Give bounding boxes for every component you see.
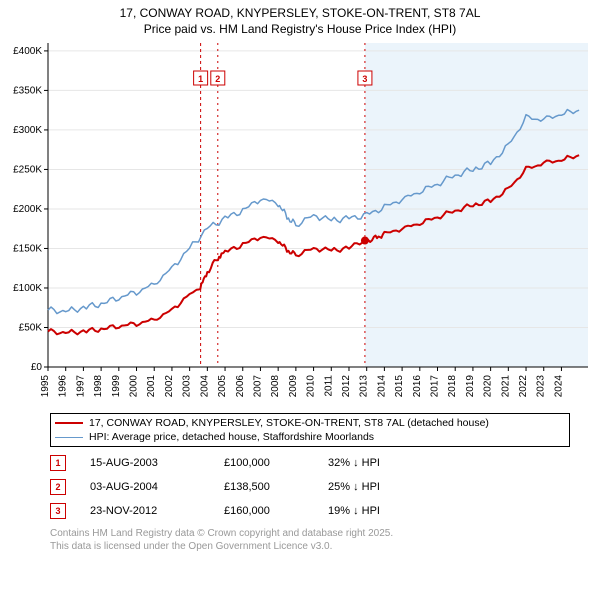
svg-text:1995: 1995 xyxy=(40,375,51,398)
svg-text:2020: 2020 xyxy=(483,375,494,398)
footer-line-2: This data is licensed under the Open Gov… xyxy=(50,540,570,553)
sale-marker: 1 xyxy=(50,455,66,471)
sale-price: £138,500 xyxy=(224,481,304,493)
sale-delta: 32% ↓ HPI xyxy=(328,457,418,469)
svg-text:2001: 2001 xyxy=(146,375,157,398)
legend-label: 17, CONWAY ROAD, KNYPERSLEY, STOKE-ON-TR… xyxy=(89,417,489,429)
svg-text:1998: 1998 xyxy=(93,375,104,398)
svg-text:2017: 2017 xyxy=(430,375,441,398)
svg-text:3: 3 xyxy=(362,74,367,84)
sale-marker: 2 xyxy=(50,479,66,495)
sale-price: £160,000 xyxy=(224,505,304,517)
svg-text:2013: 2013 xyxy=(359,375,370,398)
svg-text:2012: 2012 xyxy=(341,375,352,398)
svg-text:2: 2 xyxy=(215,74,220,84)
sale-row: 3 23-NOV-2012 £160,000 19% ↓ HPI xyxy=(50,499,570,523)
svg-text:2006: 2006 xyxy=(235,375,246,398)
svg-text:£350K: £350K xyxy=(13,86,42,97)
svg-text:2004: 2004 xyxy=(199,375,210,398)
sales-table: 1 15-AUG-2003 £100,000 32% ↓ HPI 2 03-AUG-200… xyxy=(50,451,570,523)
svg-text:£250K: £250K xyxy=(13,165,42,176)
svg-text:£200K: £200K xyxy=(13,204,42,215)
svg-text:1997: 1997 xyxy=(75,375,86,398)
svg-text:2009: 2009 xyxy=(288,375,299,398)
legend-swatch xyxy=(55,437,83,438)
svg-text:£300K: £300K xyxy=(13,125,42,136)
svg-text:2023: 2023 xyxy=(536,375,547,398)
chart-title: 17, CONWAY ROAD, KNYPERSLEY, STOKE-ON-TR… xyxy=(0,0,600,37)
svg-text:£100K: £100K xyxy=(13,283,42,294)
licence-note: Contains HM Land Registry data © Crown c… xyxy=(50,527,570,553)
svg-text:2002: 2002 xyxy=(164,375,175,398)
legend-row: HPI: Average price, detached house, Staf… xyxy=(55,430,565,444)
svg-text:£150K: £150K xyxy=(13,244,42,255)
legend-row: 17, CONWAY ROAD, KNYPERSLEY, STOKE-ON-TR… xyxy=(55,416,565,430)
sale-date: 23-NOV-2012 xyxy=(90,505,200,517)
svg-text:2003: 2003 xyxy=(182,375,193,398)
sale-row: 2 03-AUG-2004 £138,500 25% ↓ HPI xyxy=(50,475,570,499)
svg-text:2010: 2010 xyxy=(306,375,317,398)
svg-text:2014: 2014 xyxy=(376,375,387,398)
sale-delta: 25% ↓ HPI xyxy=(328,481,418,493)
svg-text:£0: £0 xyxy=(31,362,43,373)
svg-text:2015: 2015 xyxy=(394,375,405,398)
price-chart: £0 £50K £100K £150K £200K £250K £300K £350K £400… xyxy=(0,37,600,407)
svg-text:2024: 2024 xyxy=(553,375,564,398)
svg-text:2000: 2000 xyxy=(129,375,140,398)
title-line-2: Price paid vs. HM Land Registry's House … xyxy=(0,22,600,38)
sale-marker: 3 xyxy=(50,503,66,519)
svg-text:1: 1 xyxy=(198,74,203,84)
svg-text:1999: 1999 xyxy=(111,375,122,398)
svg-text:2016: 2016 xyxy=(412,375,423,398)
legend-swatch xyxy=(55,422,83,424)
svg-text:2008: 2008 xyxy=(270,375,281,398)
svg-text:2022: 2022 xyxy=(518,375,529,398)
svg-text:2019: 2019 xyxy=(465,375,476,398)
sale-delta: 19% ↓ HPI xyxy=(328,505,418,517)
sale-row: 1 15-AUG-2003 £100,000 32% ↓ HPI xyxy=(50,451,570,475)
svg-text:2021: 2021 xyxy=(500,375,511,398)
svg-text:2018: 2018 xyxy=(447,375,458,398)
svg-text:2005: 2005 xyxy=(217,375,228,398)
sale-date: 15-AUG-2003 xyxy=(90,457,200,469)
svg-text:£50K: £50K xyxy=(19,323,43,334)
svg-text:£400K: £400K xyxy=(13,46,42,57)
title-line-1: 17, CONWAY ROAD, KNYPERSLEY, STOKE-ON-TR… xyxy=(0,6,600,22)
svg-text:2007: 2007 xyxy=(252,375,263,398)
svg-text:1996: 1996 xyxy=(58,375,69,398)
footer-line-1: Contains HM Land Registry data © Crown c… xyxy=(50,527,570,540)
legend-label: HPI: Average price, detached house, Staf… xyxy=(89,431,374,443)
svg-text:2011: 2011 xyxy=(323,375,334,397)
sale-price: £100,000 xyxy=(224,457,304,469)
legend: 17, CONWAY ROAD, KNYPERSLEY, STOKE-ON-TR… xyxy=(50,413,570,447)
sale-date: 03-AUG-2004 xyxy=(90,481,200,493)
